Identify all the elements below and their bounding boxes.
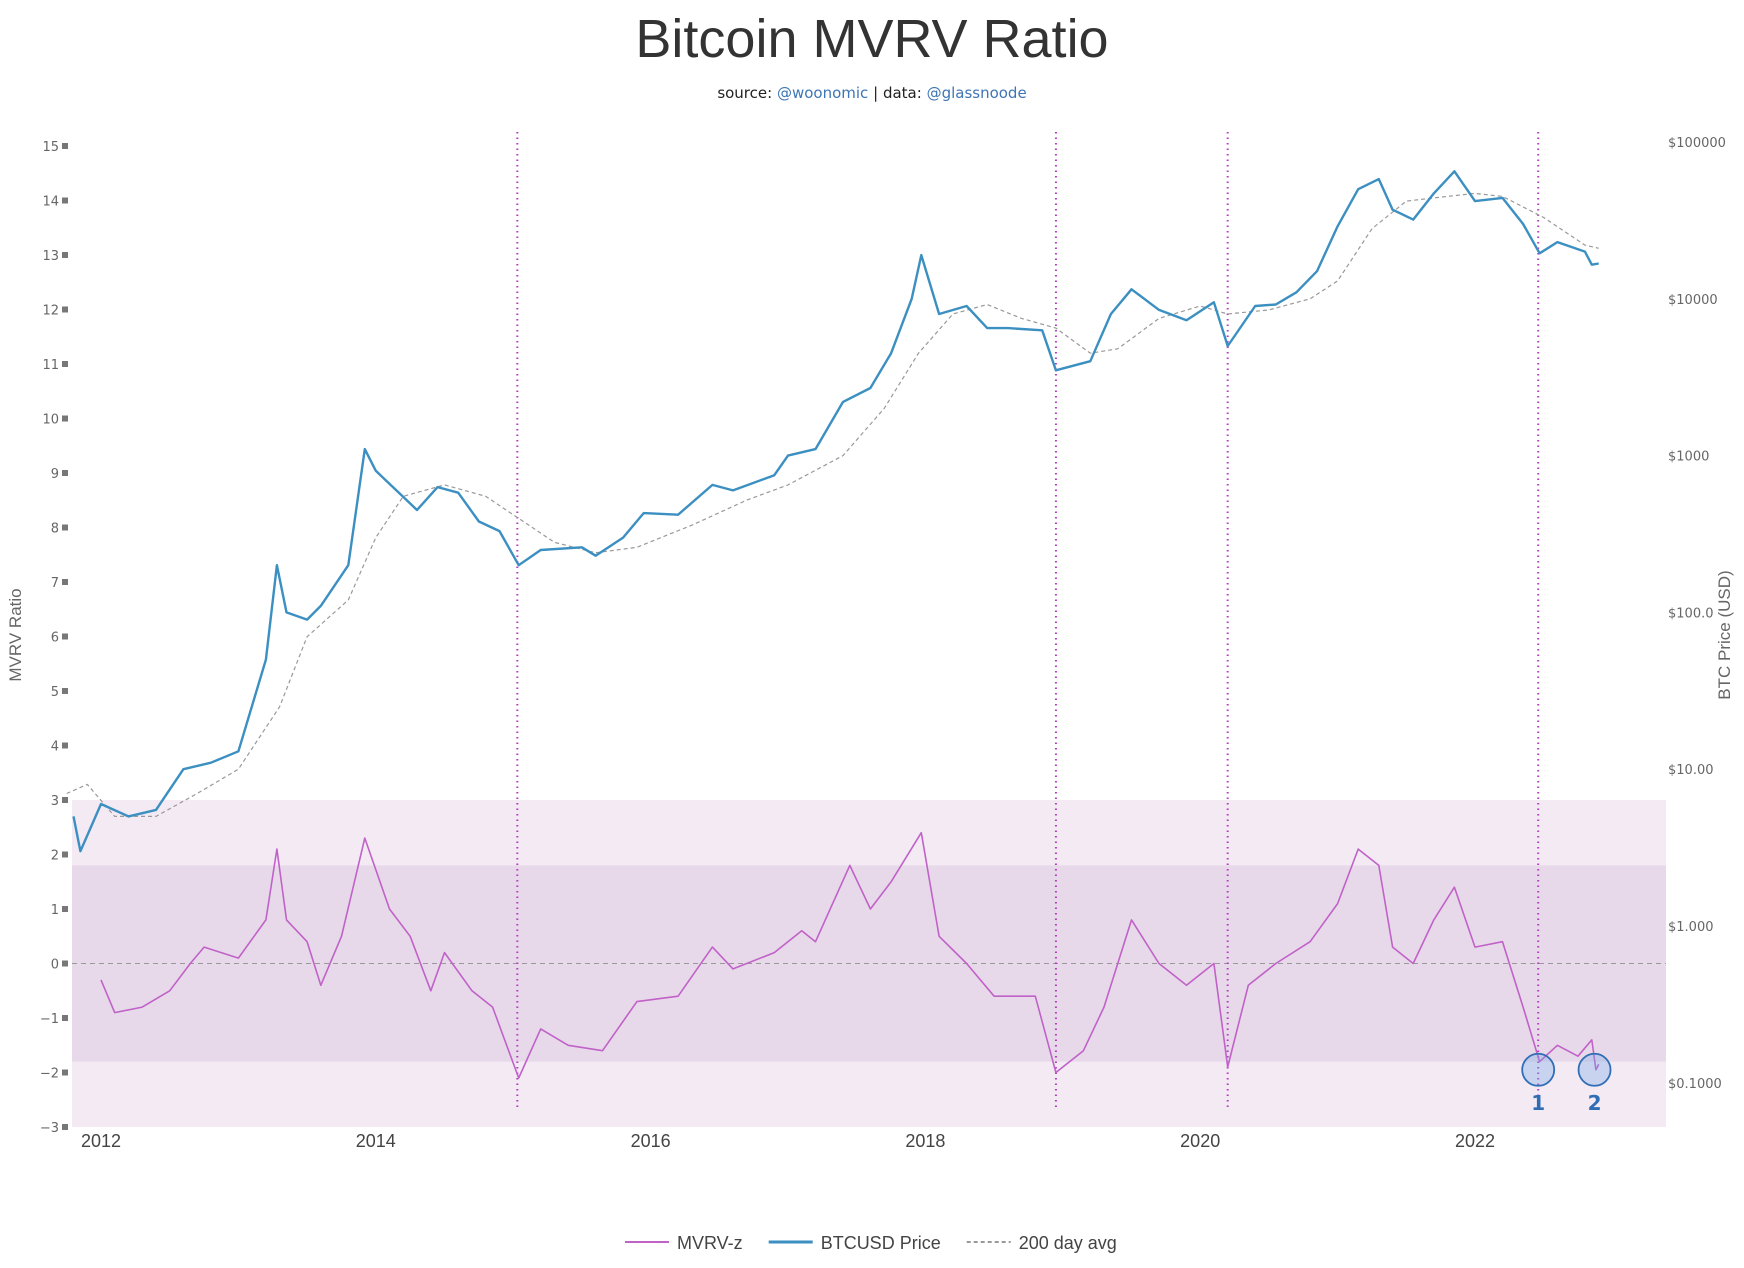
y-left-tick-label: 10 <box>42 413 59 428</box>
y-left-tick-label: 1 <box>51 903 59 918</box>
y-left-tick-label: 12 <box>42 304 59 319</box>
y-right-tick-label: $10000 <box>1668 293 1718 308</box>
series-line-mvrv-z <box>100 831 1600 1079</box>
separator: | <box>873 84 879 102</box>
y-left-tick-mark <box>62 361 68 367</box>
y-left-tick-mark <box>62 197 68 204</box>
y-left-tick-label: 8 <box>51 522 59 537</box>
y-right-tick-label: $1.000 <box>1668 920 1714 935</box>
y-left-tick-mark <box>62 742 68 749</box>
y-left-tick-mark <box>62 960 68 967</box>
y-left-tick-label: 0 <box>51 958 59 973</box>
y-left-tick-mark <box>62 579 68 585</box>
y-right-tick-label: $100.0 <box>1668 606 1714 621</box>
data-label: data: <box>882 84 922 102</box>
x-tick-label: 2018 <box>905 1131 945 1151</box>
y-left-axis-title: MVRV Ratio <box>6 588 25 681</box>
y-left-tick-label: 2 <box>51 849 59 864</box>
y-left-tick-mark <box>62 633 68 640</box>
y-left-tick-label: 5 <box>51 685 59 700</box>
x-tick-label: 2016 <box>631 1131 671 1151</box>
y-left-tick-label: 6 <box>51 631 59 646</box>
legend-item-2: 200 day avg <box>1019 1233 1117 1253</box>
y-left-tick-mark <box>62 797 68 803</box>
annotation-label-2: 2 <box>1588 1091 1602 1115</box>
y-right-tick-label: $10.00 <box>1668 763 1714 778</box>
y-left-tick-label: −1 <box>40 1012 59 1027</box>
y-left-tick-label: 4 <box>51 740 59 755</box>
y-left-tick-mark <box>62 1015 68 1021</box>
y-right-tick-label: $0.1000 <box>1668 1077 1722 1092</box>
series-line-200-day-avg <box>66 192 1599 818</box>
y-left-tick-label: −2 <box>40 1067 59 1082</box>
y-left-tick-mark <box>62 1069 68 1076</box>
annotation-circle-2 <box>1577 1052 1612 1087</box>
y-left-tick-mark <box>62 524 68 531</box>
y-left-tick-label: 3 <box>51 794 59 809</box>
y-left-tick-label: 7 <box>51 576 59 591</box>
x-tick-label: 2020 <box>1180 1131 1220 1151</box>
annotation-circle-1 <box>1521 1052 1556 1087</box>
y-left-tick-label: 15 <box>42 140 59 155</box>
y-left-tick-mark <box>62 252 68 258</box>
y-left-tick-mark <box>62 906 68 912</box>
source-link[interactable]: @woonomic <box>776 84 869 102</box>
y-left-tick-mark <box>62 688 68 694</box>
chart-subtitle: source: @woonomic | data: @glassnoode <box>0 84 1744 102</box>
y-left-tick-mark <box>62 851 68 858</box>
y-left-tick-mark <box>62 415 68 422</box>
source-label: source: <box>717 84 773 102</box>
x-tick-label: 2014 <box>356 1131 396 1151</box>
y-left-tick-label: 13 <box>42 249 59 264</box>
legend-item-1: BTCUSD Price <box>821 1233 941 1253</box>
x-tick-label: 2012 <box>81 1131 121 1151</box>
y-left-tick-label: 14 <box>42 195 59 210</box>
data-link[interactable]: @glassnoode <box>926 84 1027 102</box>
series-line-btcusd-price <box>72 170 1599 853</box>
y-left-tick-label: 9 <box>51 467 59 482</box>
y-left-tick-mark <box>62 143 68 149</box>
x-tick-label: 2022 <box>1455 1131 1495 1151</box>
y-right-axis-title: BTC Price (USD) <box>1715 570 1734 699</box>
annotation-label-1: 1 <box>1531 1091 1545 1115</box>
chart-title: Bitcoin MVRV Ratio <box>635 9 1109 69</box>
y-left-tick-mark <box>62 1124 68 1130</box>
y-left-tick-label: 11 <box>42 358 59 373</box>
y-right-tick-label: $1000 <box>1668 450 1709 465</box>
y-right-tick-label: $100000 <box>1668 136 1726 151</box>
y-left-tick-label: −3 <box>40 1121 59 1136</box>
legend-item-0: MVRV-z <box>677 1233 743 1253</box>
y-left-tick-mark <box>62 470 68 476</box>
y-left-tick-mark <box>62 306 68 313</box>
